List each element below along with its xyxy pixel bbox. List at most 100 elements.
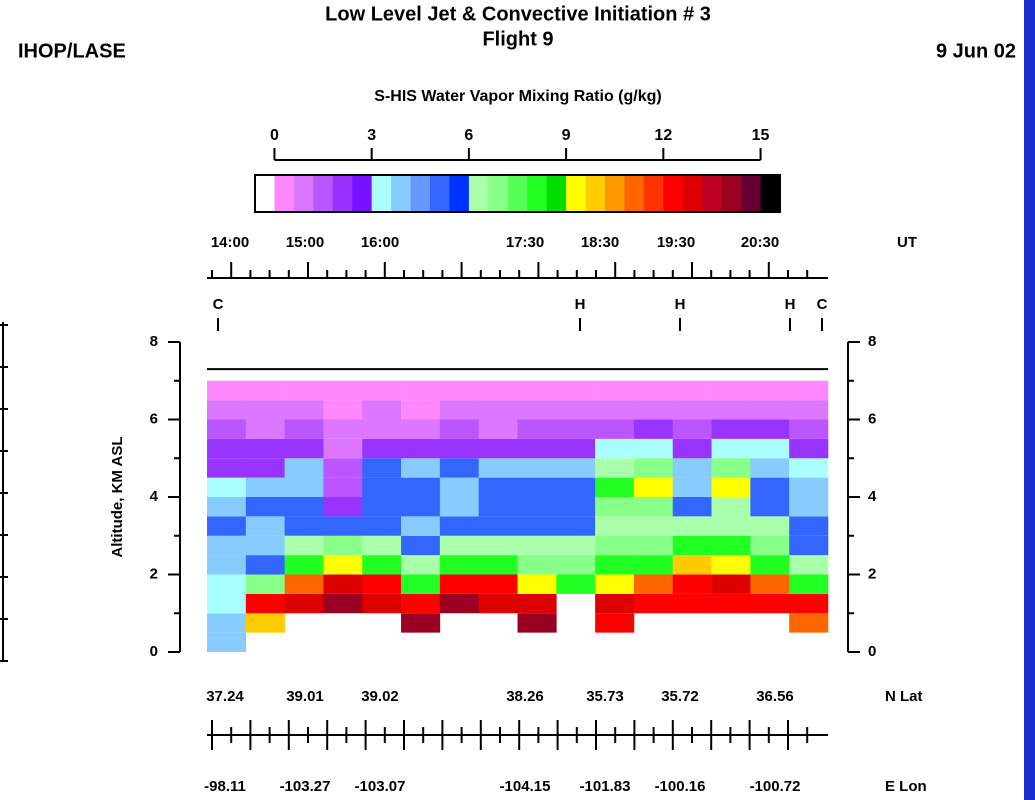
field-cell xyxy=(284,477,324,497)
colorbar-cell xyxy=(527,175,547,212)
field-cell xyxy=(207,380,247,401)
field-cell xyxy=(633,419,674,439)
field-cell xyxy=(633,555,674,575)
ut-label: 20:30 xyxy=(741,234,779,251)
field-cell xyxy=(633,574,674,594)
colorbar-cell xyxy=(488,175,509,212)
colorbar-tick-label: 12 xyxy=(654,127,672,144)
field-cell xyxy=(633,535,674,556)
field-cell xyxy=(595,380,635,401)
field-cell xyxy=(711,516,751,536)
field-cell xyxy=(789,438,829,459)
field-cell xyxy=(517,477,557,497)
field-cell xyxy=(672,419,712,439)
flight-marker: C xyxy=(817,296,828,313)
lon-label: -101.83 xyxy=(580,778,631,795)
date: 9 Jun 02 xyxy=(936,40,1016,62)
colorbar-cell xyxy=(391,175,411,212)
field-cell xyxy=(789,380,829,401)
field-cell xyxy=(750,574,790,594)
field-cell xyxy=(207,477,247,497)
field-cell xyxy=(245,516,285,536)
field-cell xyxy=(362,438,402,459)
ut-label: 14:00 xyxy=(211,234,249,251)
field-cell xyxy=(517,458,557,478)
field-cell xyxy=(478,419,518,439)
field-cell xyxy=(478,458,518,478)
colorbar-tick-label: 9 xyxy=(562,127,571,144)
field-cell xyxy=(750,477,790,497)
field-cell xyxy=(789,593,829,614)
field-cell xyxy=(711,535,751,556)
y-tick-label: 4 xyxy=(868,488,877,505)
field-cell xyxy=(750,419,790,439)
field-cell xyxy=(517,497,557,517)
field-cell xyxy=(284,593,324,614)
field-cell xyxy=(595,400,635,420)
field-cell xyxy=(323,593,363,614)
y-tick-label: 8 xyxy=(150,333,158,350)
field-cell xyxy=(595,593,635,614)
field-cell xyxy=(323,438,363,459)
field-cell xyxy=(556,458,596,478)
field-cell xyxy=(672,438,712,459)
ut-label: 19:30 xyxy=(657,234,695,251)
lat-label: 39.02 xyxy=(361,688,399,705)
field-cell xyxy=(401,438,441,459)
field-cell xyxy=(517,593,557,614)
lon-label: -100.72 xyxy=(750,778,801,795)
field-cell xyxy=(556,419,596,439)
field-cell xyxy=(672,477,712,497)
field-cell xyxy=(633,516,674,536)
field-cell xyxy=(439,516,479,536)
field-cell xyxy=(789,419,829,439)
field-cell xyxy=(517,438,557,459)
field-cell xyxy=(595,497,635,517)
colorbar-cell xyxy=(371,175,392,212)
field-cell xyxy=(323,535,363,556)
field-cell xyxy=(633,477,674,497)
field-cell xyxy=(284,535,324,556)
field-cell xyxy=(401,497,441,517)
ut-label: 18:30 xyxy=(581,234,619,251)
field-cell xyxy=(245,574,285,594)
field-cell xyxy=(595,477,635,497)
field-cell xyxy=(711,497,751,517)
colorbar-cell xyxy=(566,175,586,212)
y-tick-label: 2 xyxy=(868,565,876,582)
field-cell xyxy=(750,458,790,478)
y-tick-label: 0 xyxy=(150,643,158,660)
field-cell xyxy=(478,400,518,420)
field-cell xyxy=(401,400,441,420)
field-cell xyxy=(207,593,247,614)
field-cell xyxy=(362,574,402,594)
lat-label: 35.72 xyxy=(661,688,699,705)
field-cell xyxy=(711,438,751,459)
field-cell xyxy=(711,477,751,497)
field-cell xyxy=(633,458,674,478)
field-cell xyxy=(323,497,363,517)
colorbar-tick-label: 15 xyxy=(752,127,770,144)
colorbar-cell xyxy=(255,175,275,212)
field-cell xyxy=(672,593,712,614)
field-cell xyxy=(401,419,441,439)
field-cell xyxy=(517,380,557,401)
field-cell xyxy=(323,516,363,536)
field-cell xyxy=(750,380,790,401)
field-cell xyxy=(362,497,402,517)
y-tick-label: 2 xyxy=(150,565,158,582)
field-cell xyxy=(362,593,402,614)
field-cell xyxy=(401,555,441,575)
field-cell xyxy=(245,419,285,439)
field-cell xyxy=(478,593,518,614)
field-cell xyxy=(401,613,441,633)
field-cell xyxy=(439,574,479,594)
colorbar-frame xyxy=(254,174,781,213)
flight-marker: H xyxy=(785,296,796,313)
field-cell xyxy=(284,380,324,401)
field-cell xyxy=(750,438,790,459)
field-cell xyxy=(401,516,441,536)
lat-label: 35.73 xyxy=(586,688,624,705)
field-cell xyxy=(789,555,829,575)
field-cell xyxy=(595,535,635,556)
